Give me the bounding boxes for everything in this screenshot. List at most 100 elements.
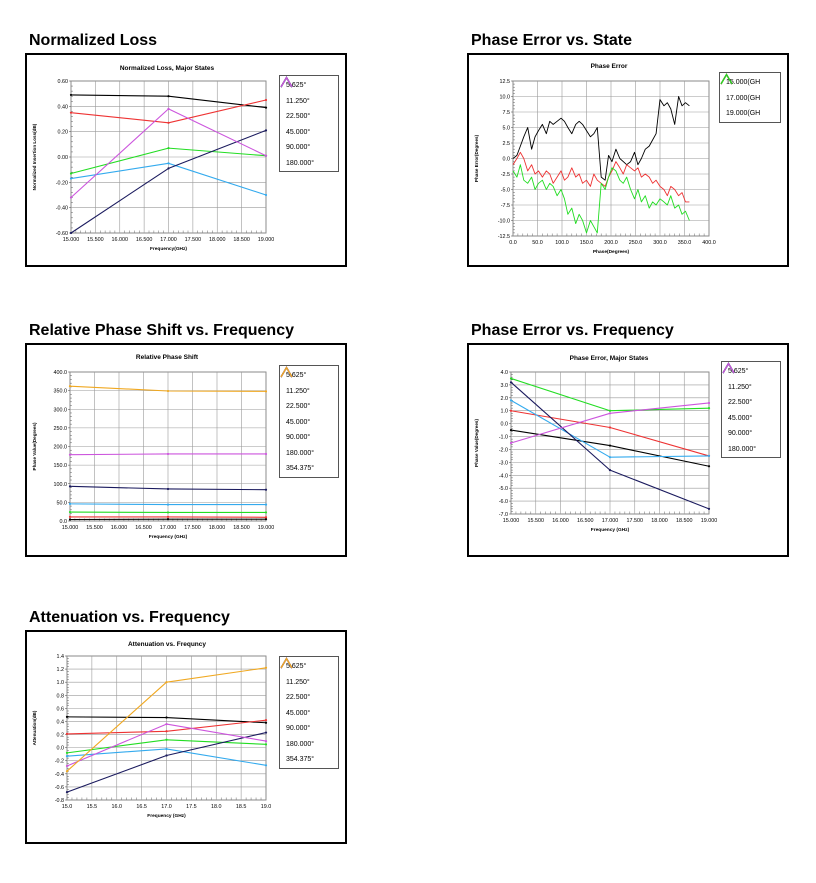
data-point-180-000 [165,722,168,726]
data-point-5-625 [264,106,268,109]
y-tick-label: 0.0 [57,746,65,752]
attenuation-svg: Attenuation vs. Frequncy 15.0 15.5 16.0 16.5… [32,641,271,819]
y-tick-label: 150.0 [54,463,68,469]
data-point-11-250 [509,409,513,412]
chart-title: Phase Error, Major States [570,355,649,362]
data-point-90-000 [509,381,513,384]
phase-error-freq-chart: Phase Error, Major States 15.000 15.500 16.… [467,343,789,557]
data-point-11-250 [264,719,268,722]
data-point-11-250 [167,121,170,124]
data-point-22-500 [68,510,72,514]
y-tick-label: 1.2 [57,667,65,673]
legend-item: 19.000(GH [720,73,780,122]
data-point-90-000 [264,488,268,491]
data-point-11-250 [608,426,612,429]
data-point-354-375 [264,666,268,669]
x-tick-label: 0.0 [509,240,517,246]
legend-item: 17.000(GH [720,73,780,107]
y-tick-label: 0.00 [58,155,69,161]
data-point-22-500 [167,147,170,150]
legend-swatch [720,73,733,85]
data-point-5-625 [68,518,72,521]
phase_error_freq-svg: Phase Error, Major States 15.000 15.500 16.… [474,355,717,533]
legend-item: 180.000° [722,362,780,458]
data-point-180-000 [68,453,72,456]
x-tick-label: 17.000 [602,518,619,524]
legend-item: 90.000° [280,366,338,446]
x-tick-label: 16.000 [552,518,569,524]
legend-label: 354.375° [286,756,315,764]
data-point-45-000 [65,755,69,758]
x-tick-label: 17.500 [184,525,201,531]
y-tick-label: -0.4 [55,772,64,778]
legend-label: 19.000(GH [726,110,761,118]
y-tick-label: -6.0 [499,499,508,505]
phase-error-state-heading: Phase Error vs. State [471,32,632,49]
y-tick-label: 5.0 [503,126,511,132]
legend-label: 5.625° [286,82,307,90]
y-tick-label: -0.2 [55,759,64,765]
legend-label: 11.250° [286,678,310,686]
y-tick-label: 1.4 [57,654,65,660]
data-point-180-000 [509,441,513,445]
relative-phase-chart: Relative Phase Shift 15.000 15.500 16.000 16… [25,343,347,557]
y-tick-label: 0.2 [57,733,65,739]
legend-swatch [280,657,293,669]
data-point-45-000 [165,747,168,751]
chart-legend: 5.625° 11.250° 22.500° 45.000° 90.000° 180.00… [279,75,339,172]
data-point-90-000 [608,469,612,472]
legend-label: 45.000° [286,128,311,136]
legend-item: 11.250° [280,657,338,691]
data-point-354-375 [166,389,170,393]
x-tick-label: 400.0 [702,240,716,246]
data-point-11-250 [166,515,170,519]
legend-item: 180.000° [280,76,338,172]
x-tick-label: 16.5 [136,804,147,810]
data-point-5-625 [264,721,268,724]
legend-item: 22.500° [280,366,338,415]
data-point-5-625 [165,716,168,719]
y-tick-label: 1.0 [501,409,509,415]
data-point-22-500 [264,511,268,514]
legend-item: 45.000° [722,362,780,427]
legend-item: 90.000° [722,362,780,442]
data-point-180-000 [69,196,73,199]
legend-label: 180.000° [728,445,757,453]
y-tick-label: -2.0 [499,447,508,453]
phase_error_state-svg: Phase Error 0.0 50.0 100.0 150.0 200.0 250.0 30… [474,63,716,255]
y-tick-label: -0.6 [55,785,64,791]
data-point-22-500 [65,751,69,754]
x-tick-label: 16.500 [136,237,153,243]
data-point-180-000 [264,739,268,743]
legend-swatch [280,366,293,378]
y-tick-label: -7.5 [501,203,510,209]
legend-marker-icon [280,76,293,88]
data-point-90-000 [264,129,268,132]
y-tick-label: -12.5 [498,234,510,240]
y-tick-label: 2.0 [501,396,509,402]
x-tick-label: 15.500 [528,518,545,524]
x-tick-label: 17.000 [160,237,177,243]
y-tick-label: -0.8 [55,798,64,804]
data-point-90-000 [166,487,170,491]
legend-item: 45.000° [280,657,338,722]
data-point-180-000 [166,452,170,456]
x-axis-label: Frequency (GHz) [149,534,188,540]
x-tick-label: 150.0 [580,240,594,246]
data-point-22-500 [264,743,268,746]
legend-label: 45.000° [286,418,311,426]
data-point-11-250 [165,730,168,733]
x-tick-label: 18.500 [233,525,250,531]
legend-label: 5.625° [286,372,307,380]
y-tick-label: 0.6 [57,706,65,712]
y-tick-label: 7.5 [503,110,511,116]
legend-label: 17.000(GH [726,94,761,102]
legend-label: 354.375° [286,465,315,473]
chart-legend: 5.625° 11.250° 22.500° 45.000° 90.000° 180.00… [279,365,339,478]
y-tick-label: -5.0 [501,188,510,194]
legend-label: 11.250° [728,383,752,391]
y-axis-label: Normalized Insertion Loss(dB) [32,123,37,190]
y-tick-label: -1.0 [499,435,508,441]
y-tick-label: 50.0 [57,500,68,506]
x-tick-label: 18.500 [676,518,693,524]
